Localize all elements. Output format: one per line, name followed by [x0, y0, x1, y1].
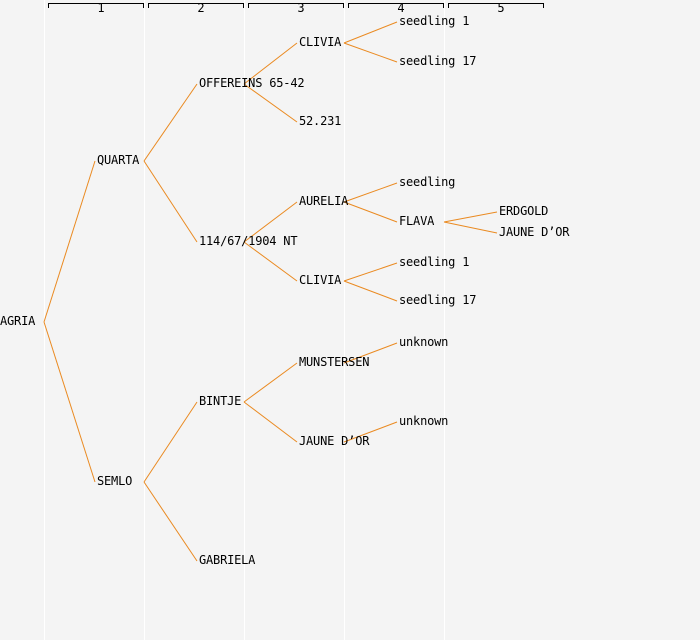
pedigree-edge	[143, 160, 198, 243]
generation-bracket	[348, 3, 444, 8]
pedigree-node-unknown1[interactable]: unknown	[399, 335, 449, 349]
generation-bracket	[148, 3, 244, 8]
pedigree-edge	[143, 401, 198, 483]
pedigree-node-agria[interactable]: AGRIA	[0, 314, 36, 328]
pedigree-node-gabriela[interactable]: GABRIELA	[199, 553, 256, 567]
pedigree-node-flava[interactable]: FLAVA	[399, 214, 435, 228]
pedigree-edge	[343, 421, 398, 443]
pedigree-edge	[243, 401, 298, 443]
pedigree-node-unknown2[interactable]: unknown	[399, 414, 449, 428]
pedigree-edge	[343, 21, 398, 44]
pedigree-edge	[343, 42, 398, 63]
pedigree-node-seedling1b[interactable]: seedling 1	[399, 255, 470, 269]
generation-number: 1	[97, 1, 105, 15]
pedigree-node-semlo[interactable]: SEMLO	[97, 474, 133, 488]
pedigree-node-seedlingb[interactable]: seedling	[399, 175, 456, 189]
pedigree-edge	[443, 211, 498, 223]
pedigree-edge	[143, 83, 198, 162]
pedigree-edge	[443, 221, 498, 234]
generation-bracket	[448, 3, 544, 8]
pedigree-edge	[143, 481, 198, 562]
pedigree-edge	[343, 201, 398, 223]
pedigree-node-n52231[interactable]: 52.231	[299, 114, 342, 128]
pedigree-edge	[343, 182, 398, 203]
pedigree-node-munstersen[interactable]: MUNSTERSEN	[299, 355, 370, 369]
pedigree-edge	[243, 42, 298, 85]
generation-bracket	[248, 3, 344, 8]
pedigree-node-offereins[interactable]: OFFEREINS 65-42	[199, 76, 305, 90]
pedigree-edge	[343, 280, 398, 302]
pedigree-node-nt114[interactable]: 114/67/1904 NT	[199, 234, 298, 248]
pedigree-node-jaunedor2[interactable]: JAUNE D’OR	[499, 225, 570, 239]
pedigree-node-quarta[interactable]: QUARTA	[97, 153, 140, 167]
pedigree-edge	[43, 321, 96, 483]
pedigree-node-clivia2[interactable]: CLIVIA	[299, 273, 342, 287]
pedigree-edge	[243, 83, 298, 123]
pedigree-node-jaunedor1[interactable]: JAUNE D’OR	[299, 434, 370, 448]
generation-bracket	[48, 3, 144, 8]
pedigree-node-seedling1a[interactable]: seedling 1	[399, 14, 470, 28]
pedigree-node-seedling17b[interactable]: seedling 17	[399, 293, 477, 307]
pedigree-edge	[43, 160, 96, 323]
pedigree-node-bintje[interactable]: BINTJE	[199, 394, 242, 408]
pedigree-node-seedling17a[interactable]: seedling 17	[399, 54, 477, 68]
pedigree-node-aurelia[interactable]: AURELIA	[299, 194, 349, 208]
pedigree-edge	[243, 241, 298, 282]
pedigree-edge	[243, 201, 298, 243]
pedigree-edge	[243, 362, 298, 403]
generation-number: 3	[297, 1, 305, 15]
generation-number: 4	[397, 1, 405, 15]
generation-number: 5	[497, 1, 505, 15]
pedigree-edge	[343, 262, 398, 282]
pedigree-edge	[343, 342, 398, 364]
pedigree-node-erdgold[interactable]: ERDGOLD	[499, 204, 549, 218]
pedigree-node-clivia1[interactable]: CLIVIA	[299, 35, 342, 49]
generation-number: 2	[197, 1, 205, 15]
